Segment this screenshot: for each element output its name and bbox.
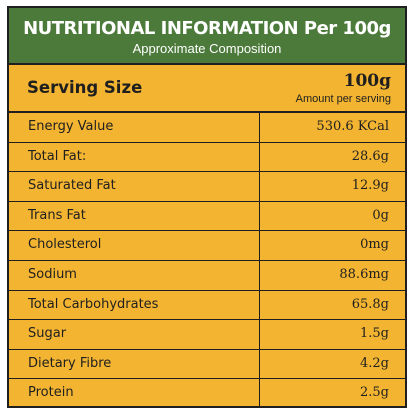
nutrient-name: Trans Fat	[28, 207, 86, 223]
nutrient-name: Energy Value	[28, 119, 114, 134]
nutrient-value: 530.6 KCal	[316, 119, 389, 134]
serving-size-value: 100g	[343, 71, 391, 91]
nutrient-name: Saturated Fat	[28, 178, 116, 194]
serving-size-label: Serving Size	[27, 78, 143, 97]
nutrient-value: 28.6g	[351, 148, 389, 164]
table-row: Trans Fat 0g	[9, 202, 405, 232]
nutrient-value: 0mg	[360, 237, 389, 253]
nutrient-value: 2.5g	[360, 385, 389, 401]
nutrient-value: 1.5g	[360, 326, 389, 342]
table-row: Cholesterol 0mg	[9, 231, 405, 261]
nutrient-table: Energy Value 530.6 KCal Total Fat: 28.6g…	[9, 113, 405, 406]
nutrient-name: Protein	[28, 385, 74, 401]
nutrient-name: Sugar	[28, 326, 67, 342]
serving-size-note: Amount per serving	[295, 93, 391, 105]
nutrition-panel: NUTRITIONAL INFORMATION Per 100g Approxi…	[7, 6, 407, 408]
nutrient-name: Total Fat:	[28, 148, 87, 164]
header-banner: NUTRITIONAL INFORMATION Per 100g Approxi…	[9, 8, 405, 65]
nutrient-value: 0g	[372, 207, 389, 223]
nutrient-name: Total Carbohydrates	[28, 296, 159, 312]
nutrient-value: 12.9g	[351, 178, 389, 194]
page-title: NUTRITIONAL INFORMATION Per 100g	[23, 18, 391, 39]
nutrient-value: 65.8g	[351, 296, 389, 312]
column-divider	[259, 111, 260, 406]
nutrient-value: 4.2g	[360, 355, 389, 371]
page-subtitle: Approximate Composition	[132, 41, 282, 56]
table-row: Sugar 1.5g	[9, 320, 405, 350]
serving-size-row: Serving Size 100g Amount per serving	[9, 65, 405, 113]
nutrient-name: Cholesterol	[28, 237, 102, 253]
table-row: Total Carbohydrates 65.8g	[9, 291, 405, 321]
table-row: Energy Value 530.6 KCal	[9, 113, 405, 143]
nutrient-name: Dietary Fibre	[28, 355, 112, 371]
table-row: Saturated Fat 12.9g	[9, 172, 405, 202]
table-row: Total Fat: 28.6g	[9, 143, 405, 173]
nutrient-name: Sodium	[28, 266, 77, 282]
nutrient-value: 88.6mg	[339, 266, 389, 282]
table-row: Sodium 88.6mg	[9, 261, 405, 291]
table-row: Protein 2.5g	[9, 379, 405, 406]
table-row: Dietary Fibre 4.2g	[9, 350, 405, 380]
